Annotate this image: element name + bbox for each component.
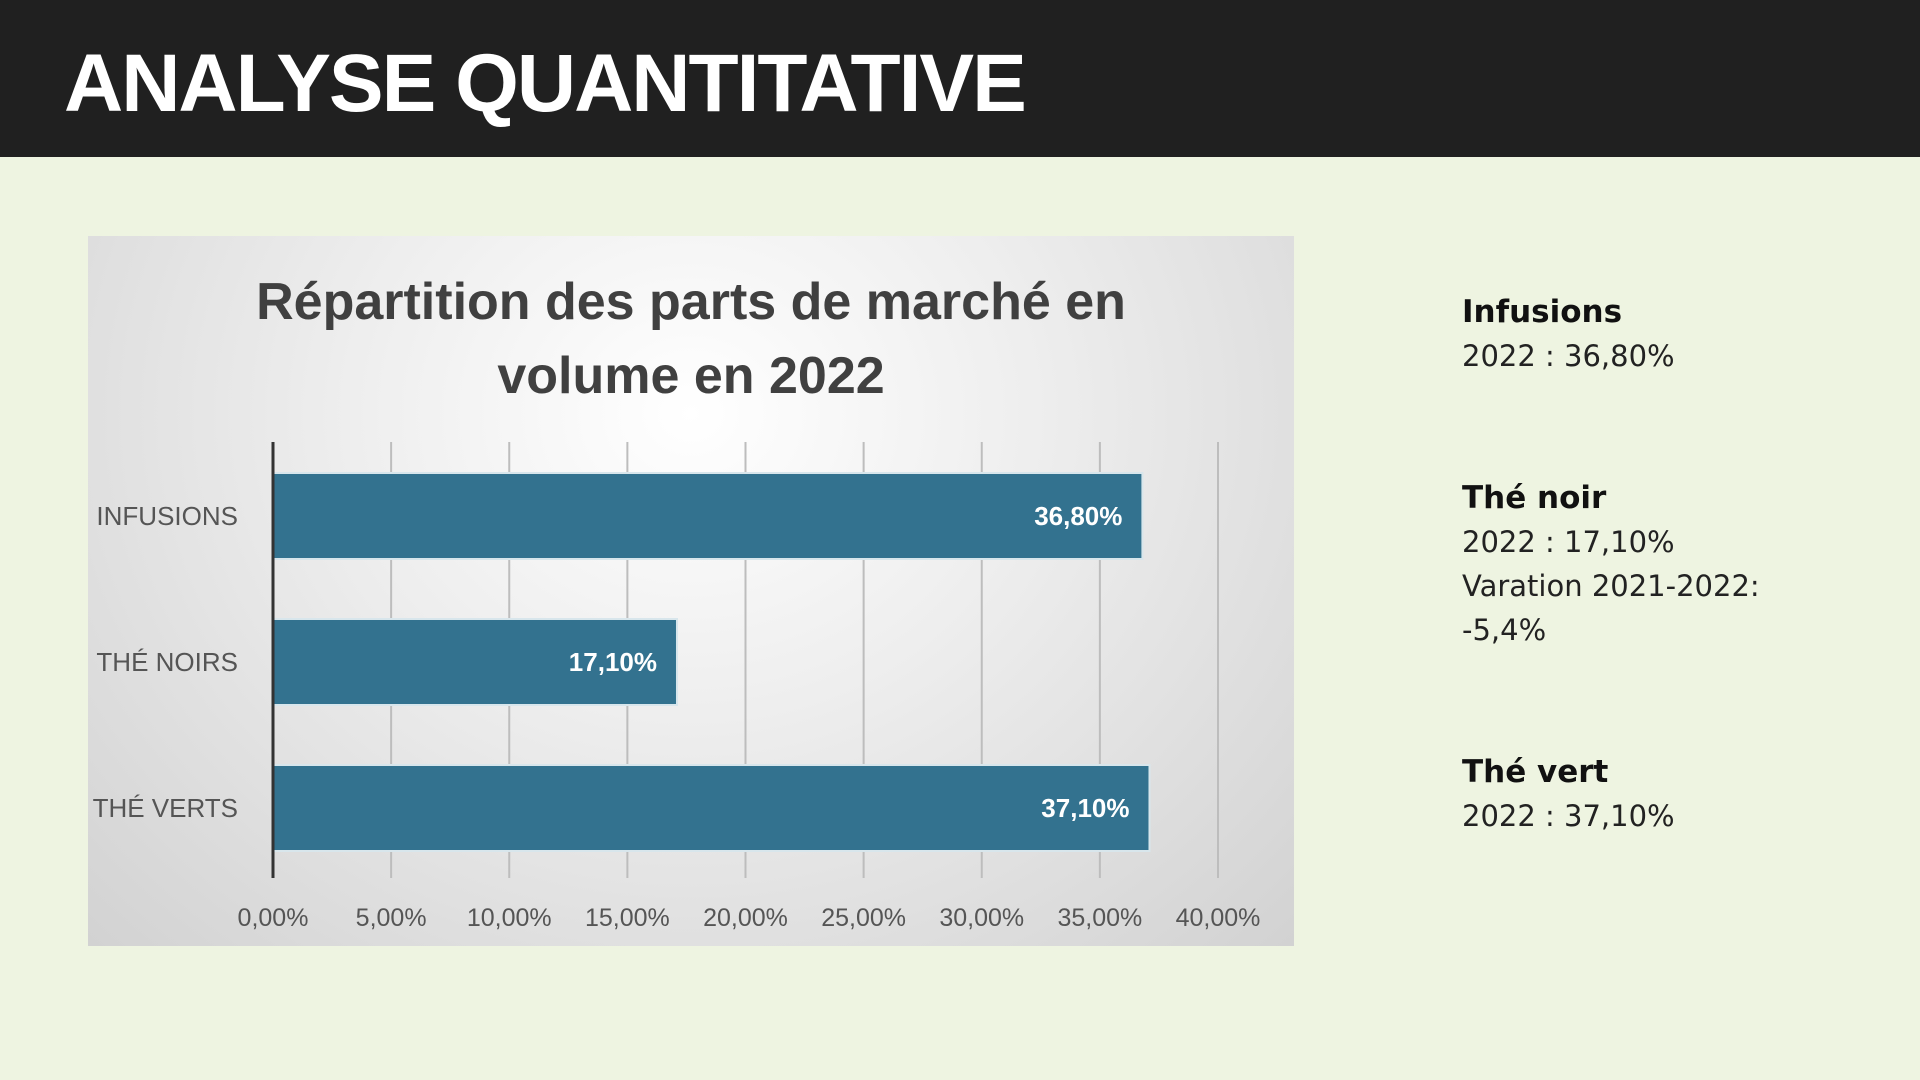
- header-bar: ANALYSE QUANTITATIVE: [0, 0, 1920, 157]
- bar: [272, 764, 1151, 852]
- side-note-line: 2022 : 17,10%: [1462, 525, 1675, 559]
- category-label: INFUSIONS: [96, 501, 238, 531]
- data-label: 37,10%: [1041, 793, 1129, 823]
- side-note-infusions: Infusions 2022 : 36,80%: [1462, 290, 1882, 378]
- side-note-the-vert: Thé vert 2022 : 37,10%: [1462, 750, 1882, 838]
- side-note-line: 2022 : 36,80%: [1462, 339, 1675, 373]
- side-note-the-noir: Thé noir 2022 : 17,10% Varation 2021-202…: [1462, 476, 1882, 652]
- side-note-line: Varation 2021-2022:: [1462, 569, 1760, 603]
- chart-title-line: volume en 2022: [497, 347, 884, 405]
- chart-panel: Répartition des parts de marché en volume…: [88, 236, 1294, 946]
- side-note-line: -5,4%: [1462, 613, 1547, 647]
- x-tick-label: 25,00%: [821, 904, 906, 932]
- bar-chart: Répartition des parts de marché en volume…: [93, 273, 1261, 932]
- category-label: THÉ NOIRS: [96, 647, 238, 677]
- page-title: ANALYSE QUANTITATIVE: [64, 38, 1027, 129]
- x-tick-label: 20,00%: [703, 904, 788, 932]
- x-tick-label: 0,00%: [238, 904, 309, 932]
- data-label: 17,10%: [569, 647, 657, 677]
- chart-title-line: Répartition des parts de marché en: [256, 273, 1126, 331]
- x-tick-label: 15,00%: [585, 904, 670, 932]
- side-note-name: Thé noir: [1462, 480, 1607, 516]
- x-tick-label: 30,00%: [939, 904, 1024, 932]
- data-label: 36,80%: [1034, 501, 1122, 531]
- x-tick-label: 35,00%: [1057, 904, 1142, 932]
- x-tick-label: 10,00%: [467, 904, 552, 932]
- category-label: THÉ VERTS: [93, 793, 238, 823]
- x-tick-label: 40,00%: [1176, 904, 1261, 932]
- side-note-name: Infusions: [1462, 294, 1623, 330]
- x-tick-label: 5,00%: [356, 904, 427, 932]
- side-note-line: 2022 : 37,10%: [1462, 799, 1675, 833]
- side-note-name: Thé vert: [1462, 754, 1609, 790]
- bar: [272, 472, 1144, 560]
